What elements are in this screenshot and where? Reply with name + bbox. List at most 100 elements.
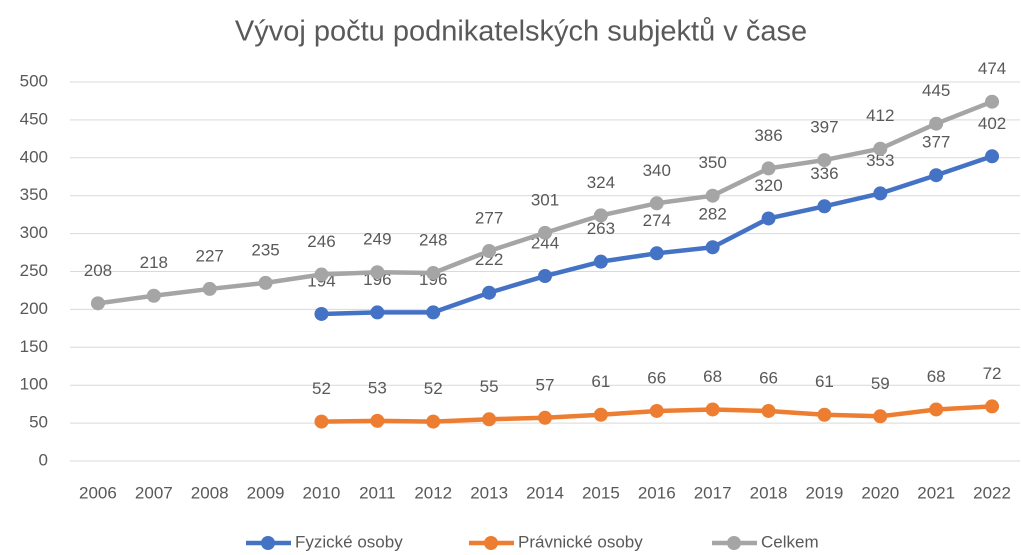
marker: [482, 244, 497, 259]
data-label: 66: [647, 368, 666, 387]
data-label: 402: [978, 114, 1006, 133]
data-label: 208: [84, 261, 112, 280]
marker: [873, 141, 888, 156]
x-tick-label: 2017: [694, 483, 732, 502]
y-tick-label: 50: [29, 413, 48, 432]
data-label: 68: [927, 367, 946, 386]
marker: [761, 403, 776, 418]
x-tick-label: 2015: [582, 483, 620, 502]
data-label: 324: [587, 173, 615, 192]
data-label: 68: [703, 367, 722, 386]
data-label: 246: [307, 232, 335, 251]
marker: [705, 240, 720, 255]
data-label: 474: [978, 59, 1006, 78]
data-label: 248: [419, 231, 447, 250]
marker: [761, 161, 776, 176]
x-tick-label: 2020: [861, 483, 899, 502]
data-label: 59: [871, 374, 890, 393]
marker: [538, 269, 552, 284]
marker: [426, 266, 441, 281]
x-tick-label: 2013: [470, 483, 508, 502]
marker: [370, 305, 385, 320]
marker: [426, 414, 441, 429]
x-tick-label: 2022: [973, 483, 1011, 502]
x-tick-label: 2009: [247, 483, 285, 502]
marker: [314, 414, 329, 429]
marker: [146, 288, 161, 303]
legend-label: Celkem: [761, 532, 819, 551]
marker: [929, 402, 944, 417]
x-tick-label: 2012: [414, 483, 452, 502]
marker: [426, 305, 441, 320]
marker: [985, 399, 1000, 414]
marker: [985, 94, 1000, 109]
data-label: 445: [922, 81, 950, 100]
data-label: 353: [866, 151, 894, 170]
marker: [314, 267, 329, 282]
data-label: 227: [196, 246, 224, 265]
x-tick-label: 2008: [191, 483, 229, 502]
data-label: 340: [643, 161, 671, 180]
data-label: 52: [424, 379, 443, 398]
x-tick-label: 2010: [303, 483, 341, 502]
marker: [314, 306, 329, 321]
marker: [258, 275, 273, 290]
legend-label: Právnické osoby: [518, 532, 643, 551]
data-label: 386: [754, 126, 782, 145]
marker: [593, 407, 608, 422]
y-tick-label: 200: [20, 299, 48, 318]
marker: [593, 254, 608, 269]
data-label: 66: [759, 368, 778, 387]
marker: [929, 168, 944, 183]
data-label: 218: [140, 253, 168, 272]
data-label: 277: [475, 209, 503, 228]
legend-marker: [484, 536, 498, 550]
marker: [649, 196, 664, 211]
marker: [482, 285, 497, 300]
legend-marker: [727, 536, 741, 550]
data-label: 282: [698, 205, 726, 224]
marker: [202, 281, 217, 296]
data-label: 397: [810, 118, 838, 137]
data-label: 55: [480, 377, 499, 396]
data-label: 320: [754, 176, 782, 195]
marker: [482, 412, 497, 427]
y-tick-label: 300: [20, 223, 48, 242]
marker: [929, 116, 944, 131]
y-tick-label: 400: [20, 147, 48, 166]
data-label: 263: [587, 219, 615, 238]
data-label: 61: [815, 372, 834, 391]
data-label: 235: [251, 240, 279, 259]
marker: [593, 208, 608, 223]
x-tick-label: 2016: [638, 483, 676, 502]
y-tick-label: 500: [20, 71, 48, 90]
marker: [538, 225, 552, 240]
marker: [649, 246, 664, 261]
marker: [370, 413, 385, 428]
y-tick-label: 150: [20, 337, 48, 356]
data-label: 249: [363, 230, 391, 249]
marker: [649, 403, 664, 418]
data-label: 301: [531, 190, 559, 209]
marker: [370, 265, 385, 280]
marker: [985, 149, 1000, 164]
marker: [817, 407, 832, 422]
y-tick-label: 250: [20, 261, 48, 280]
x-tick-label: 2014: [526, 483, 564, 502]
data-label: 53: [368, 378, 387, 397]
legend-marker: [261, 536, 275, 550]
marker: [538, 410, 552, 425]
y-tick-label: 450: [20, 109, 48, 128]
data-label: 244: [531, 234, 559, 253]
marker: [817, 199, 832, 214]
x-tick-label: 2019: [805, 483, 843, 502]
data-label: 377: [922, 133, 950, 152]
x-tick-label: 2011: [359, 483, 396, 502]
x-tick-label: 2006: [79, 483, 117, 502]
data-label: 61: [591, 372, 610, 391]
marker: [90, 296, 105, 311]
y-tick-label: 0: [39, 450, 48, 469]
marker: [705, 402, 720, 417]
data-label: 350: [698, 153, 726, 172]
